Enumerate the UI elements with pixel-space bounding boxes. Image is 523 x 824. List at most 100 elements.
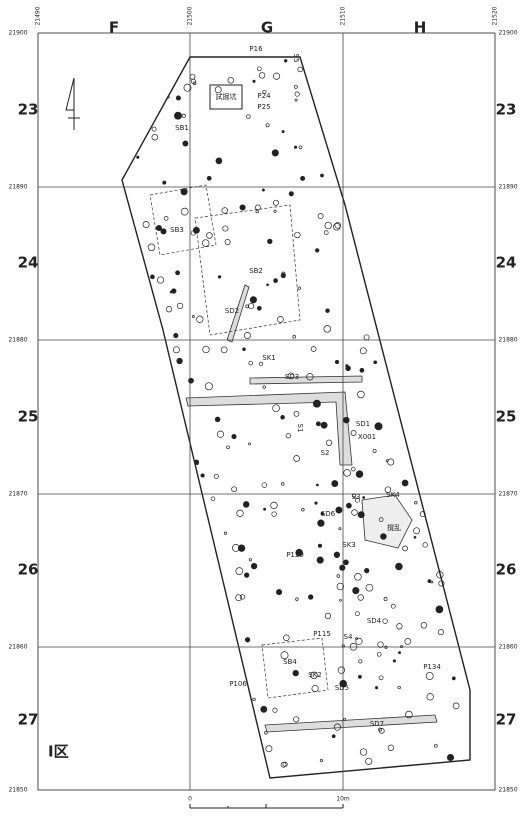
pit xyxy=(203,346,210,353)
pit xyxy=(366,758,372,764)
pit xyxy=(205,383,212,390)
pit xyxy=(358,595,364,601)
pit xyxy=(312,685,318,691)
coord-label: 21860 xyxy=(8,644,27,651)
pit xyxy=(267,284,269,286)
pit xyxy=(346,365,348,367)
pit xyxy=(375,423,382,430)
pit xyxy=(311,347,316,352)
pit xyxy=(405,638,411,644)
pit xyxy=(393,660,395,662)
pit xyxy=(295,92,299,96)
pit xyxy=(282,131,284,133)
feature-label: P115 xyxy=(313,630,331,638)
coord-label: 21890 xyxy=(498,184,517,191)
pit xyxy=(207,176,211,180)
pit xyxy=(302,508,305,511)
pit xyxy=(360,368,364,372)
pit xyxy=(281,273,285,277)
feature-label: SB4 xyxy=(283,658,297,666)
pit xyxy=(284,60,287,63)
pit xyxy=(344,470,351,477)
coord-label: 21870 xyxy=(498,491,517,498)
coord-label: 21520 xyxy=(492,6,499,25)
pit xyxy=(215,87,221,93)
pit xyxy=(320,759,322,761)
pit xyxy=(272,150,278,156)
feature-label: SB1 xyxy=(175,124,189,132)
pit xyxy=(308,595,313,600)
pit xyxy=(243,348,246,351)
pit xyxy=(262,483,267,488)
pit xyxy=(355,612,359,616)
pit xyxy=(253,80,255,82)
pit xyxy=(356,638,358,640)
pit xyxy=(335,360,339,364)
pit xyxy=(224,532,226,534)
pit xyxy=(289,192,293,196)
pit xyxy=(397,624,403,630)
pit xyxy=(244,573,249,578)
pit xyxy=(232,434,236,438)
pit xyxy=(388,745,394,751)
pit xyxy=(170,291,172,293)
feature-label: S1 xyxy=(296,424,304,433)
pit xyxy=(201,474,204,477)
pit xyxy=(356,638,362,644)
feature-label: SD2 xyxy=(225,307,239,315)
pit xyxy=(216,158,222,164)
pit xyxy=(337,575,340,578)
pit xyxy=(325,222,332,229)
feature-label: SB3 xyxy=(170,226,184,234)
row-label: 24 xyxy=(18,254,39,272)
coord-label: 21880 xyxy=(498,337,517,344)
pit xyxy=(214,474,218,478)
pit xyxy=(316,422,320,426)
pit xyxy=(317,557,323,563)
feature-label: X001 xyxy=(358,433,376,441)
pit xyxy=(256,210,259,213)
pit xyxy=(295,99,297,101)
pit xyxy=(360,749,367,756)
north-head xyxy=(66,78,74,110)
pit xyxy=(353,587,359,593)
pit xyxy=(265,731,268,734)
pit xyxy=(402,480,408,486)
pit xyxy=(274,210,276,212)
pit xyxy=(453,703,459,709)
pit xyxy=(366,584,373,591)
coord-label: 21890 xyxy=(8,184,27,191)
pit xyxy=(428,580,431,583)
row-label: 24 xyxy=(496,254,517,272)
pit xyxy=(340,599,342,601)
pit xyxy=(293,670,299,676)
pit xyxy=(298,287,301,290)
pit xyxy=(189,378,194,383)
pit xyxy=(273,708,277,712)
pit xyxy=(157,277,163,283)
ditch xyxy=(250,376,362,384)
coord-label: 21900 xyxy=(498,30,517,37)
pit xyxy=(277,316,283,322)
pit xyxy=(377,652,381,656)
pit xyxy=(294,411,299,416)
column-label: H xyxy=(414,19,427,37)
pit xyxy=(363,497,365,499)
feature-label: 撹乱 xyxy=(387,523,401,532)
pit xyxy=(211,497,215,501)
pit xyxy=(423,543,428,548)
pit xyxy=(236,568,243,575)
pit xyxy=(266,124,269,127)
pit xyxy=(356,471,363,478)
pit xyxy=(286,433,291,438)
feature-label: P134 xyxy=(423,663,441,671)
coord-label: 21880 xyxy=(8,337,27,344)
pit xyxy=(452,677,455,680)
pit xyxy=(316,484,318,486)
pit xyxy=(324,231,328,235)
pit xyxy=(271,502,278,509)
feature-label: 試掘坑 xyxy=(216,92,237,101)
pit xyxy=(259,362,263,366)
pit xyxy=(436,606,443,613)
pit xyxy=(358,391,365,398)
